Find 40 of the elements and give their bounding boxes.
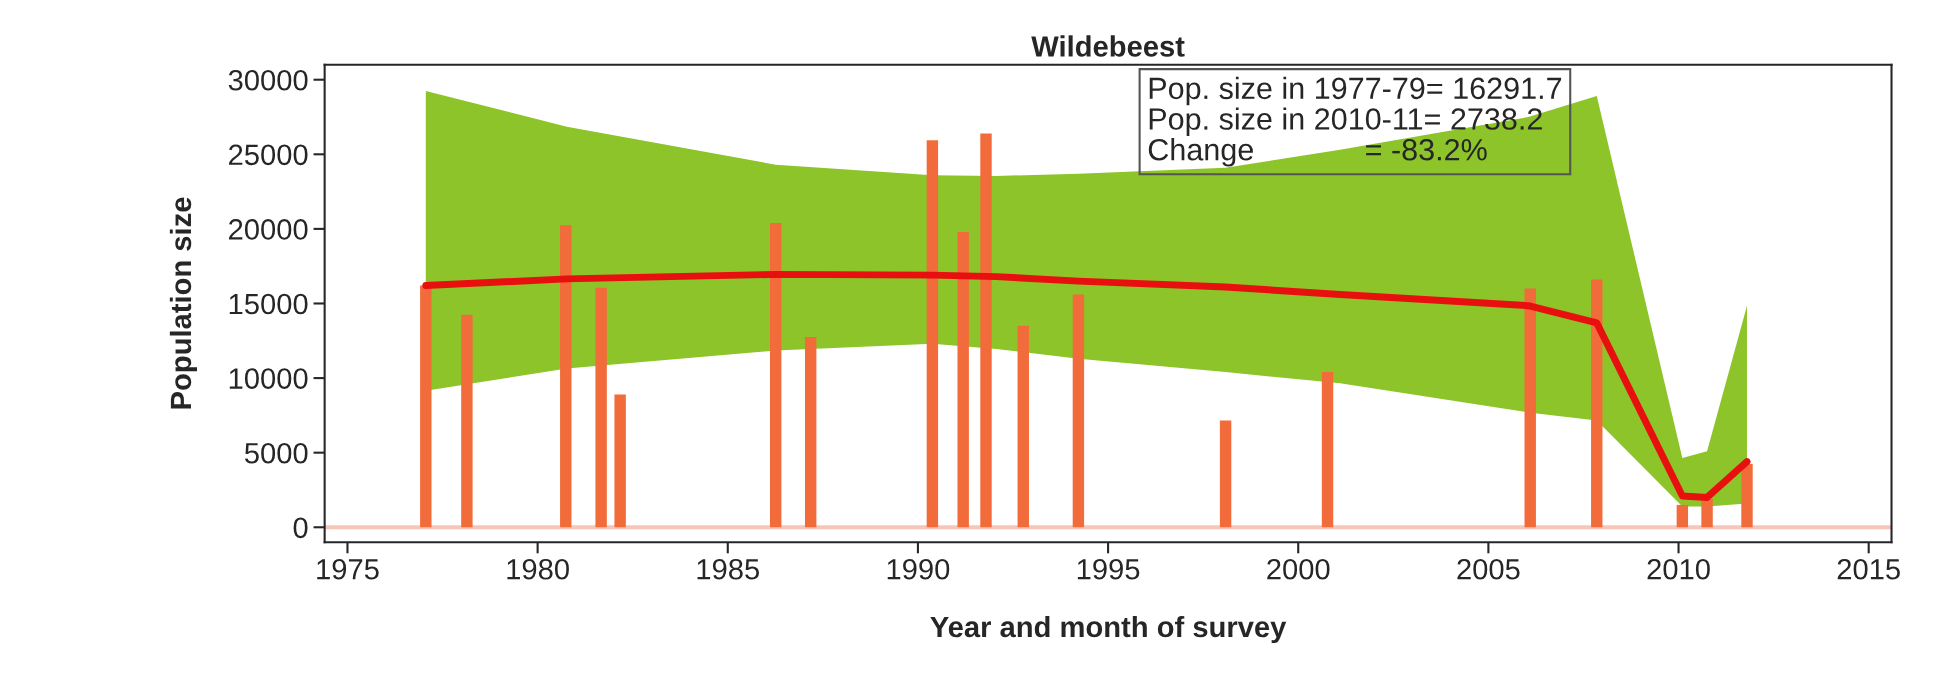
bar: [1591, 279, 1603, 528]
bar: [1072, 294, 1085, 528]
bar: [560, 225, 572, 528]
x-tick-label: 1995: [1077, 558, 1140, 580]
x-tick-label: 2010: [1647, 558, 1710, 580]
annotation: Pop. size in 1977-79= 16291.7: [1149, 76, 1562, 106]
annotation: Change = -83.2%: [1148, 138, 1487, 167]
bar: [1701, 498, 1713, 528]
y-tick-label: 30000: [228, 69, 308, 91]
bar: [957, 231, 969, 528]
chart-title: Wildebeest: [1031, 35, 1185, 57]
y-tick-label: 10000: [229, 368, 308, 389]
bar: [804, 337, 817, 528]
x-tick-label: 1990: [887, 558, 950, 580]
bar: [769, 222, 782, 528]
x-tick-label: 2000: [1267, 558, 1330, 580]
y-axis-title: Population size: [169, 197, 198, 409]
bar: [1017, 325, 1029, 528]
y-tick-label: 0: [293, 517, 308, 539]
x-axis-title: Year and month of survey: [930, 615, 1287, 644]
bar: [614, 394, 626, 528]
bar: [1321, 372, 1334, 528]
bar: [980, 133, 992, 528]
y-tick-label: 15000: [229, 293, 308, 315]
bar: [461, 314, 473, 528]
x-tick-label: 2015: [1837, 558, 1900, 580]
x-tick-label: 1975: [317, 558, 379, 580]
bar: [1676, 504, 1689, 528]
x-tick-label: 1985: [697, 558, 759, 580]
y-tick-label: 20000: [229, 219, 308, 240]
x-tick-label: 2005: [1457, 558, 1520, 580]
bar: [1219, 420, 1232, 528]
y-tick-label: 5000: [244, 442, 308, 464]
bar: [420, 285, 432, 528]
bar: [926, 140, 939, 528]
x-tick-label: 1980: [507, 558, 569, 580]
bar: [1524, 288, 1536, 528]
bar: [1741, 463, 1753, 528]
bar: [595, 287, 607, 528]
y-tick-label: 25000: [229, 144, 308, 166]
